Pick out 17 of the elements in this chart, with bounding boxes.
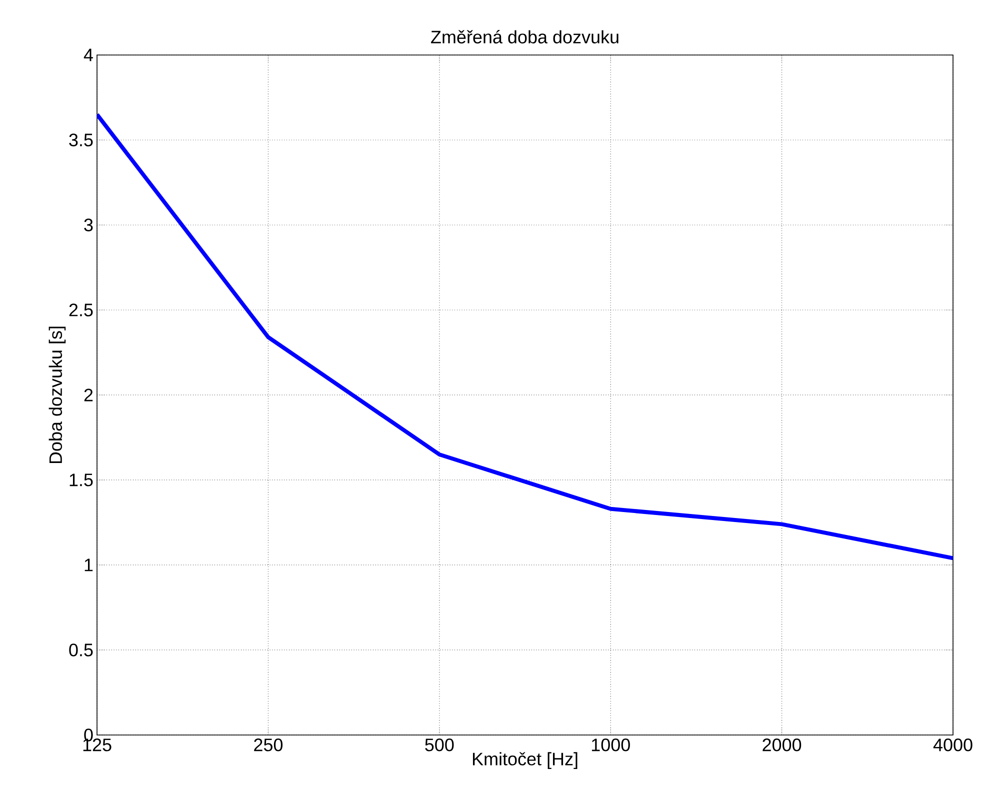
line-series xyxy=(97,112,954,560)
y-tick-label: 3.5 xyxy=(69,134,93,146)
y-tick-label: 2 xyxy=(84,388,93,402)
x-tick-label: 250 xyxy=(254,738,283,752)
y-tick-label: 4 xyxy=(84,48,93,62)
chart-title: Změřená doba dozvuku xyxy=(431,30,618,44)
y-tick-label: 3 xyxy=(84,218,93,232)
y-axis-title: Doba dozvuku [s] xyxy=(48,326,66,464)
y-tick-label: 1 xyxy=(84,558,93,572)
x-tick-label: 2000 xyxy=(762,738,802,752)
x-tick-label: 4000 xyxy=(933,738,972,752)
x-axis-title: Kmitočet [Hz] xyxy=(472,752,578,769)
y-tick-label: 0.5 xyxy=(69,644,93,656)
x-tick-label: 1000 xyxy=(592,738,630,752)
x-tick-label: 500 xyxy=(425,738,454,752)
y-tick-label: 1.5 xyxy=(70,474,93,486)
y-tick-label: 2.5 xyxy=(69,304,93,316)
